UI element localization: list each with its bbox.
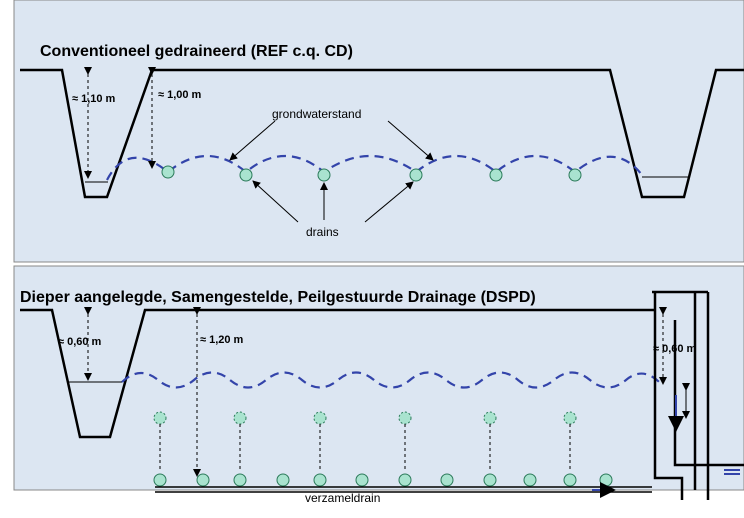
title-2: Dieper aangelegde, Samengestelde, Peilge… <box>20 289 536 306</box>
label: ≈ 1,20 m <box>200 334 244 346</box>
label: verzameldrain <box>305 491 380 505</box>
drains-1 <box>161 165 582 182</box>
label: drains <box>306 225 339 239</box>
label: ≈ 1,10 m <box>72 93 116 105</box>
collector <box>155 486 652 493</box>
ground-2 <box>20 308 655 439</box>
title-1: Conventioneel gedraineerd (REF c.q. CD) <box>40 43 353 60</box>
label: ≈ 1,00 m <box>158 89 202 101</box>
label: ≈ 0,60 m <box>58 336 102 348</box>
label: ≈ 0,60 m <box>653 343 697 355</box>
control-well <box>652 290 744 500</box>
groundwater-2 <box>121 371 663 389</box>
panel-2 <box>13 265 744 491</box>
drains-2 <box>153 411 613 487</box>
label: grondwaterstand <box>272 107 361 121</box>
ground-1 <box>20 68 744 199</box>
panel-1 <box>13 0 744 263</box>
outflow <box>724 469 740 475</box>
